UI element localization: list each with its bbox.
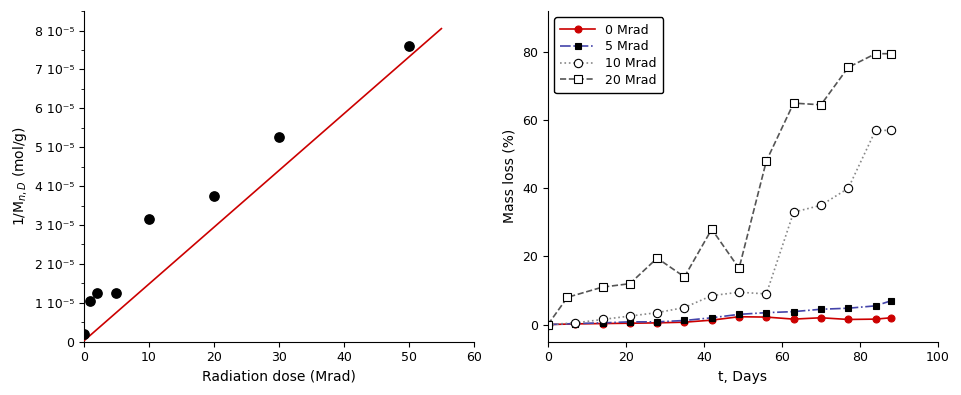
Y-axis label: 1/M$_{n,D}$ (mol/g): 1/M$_{n,D}$ (mol/g) xyxy=(12,126,29,226)
10 Mrad xyxy=(733,290,745,295)
X-axis label: t, Days: t, Days xyxy=(719,370,768,384)
20 Mrad xyxy=(815,102,826,107)
Point xyxy=(207,193,222,199)
10 Mrad xyxy=(597,317,608,322)
20 Mrad xyxy=(542,322,554,327)
0 Mrad xyxy=(760,315,772,320)
10 Mrad xyxy=(542,322,554,327)
10 Mrad xyxy=(788,210,800,214)
5 Mrad xyxy=(885,298,897,303)
5 Mrad xyxy=(706,315,718,320)
Point xyxy=(89,290,105,296)
Line: 5 Mrad: 5 Mrad xyxy=(545,297,895,328)
Point xyxy=(401,43,416,49)
5 Mrad xyxy=(678,318,690,323)
5 Mrad xyxy=(624,320,635,324)
0 Mrad xyxy=(652,320,663,325)
20 Mrad xyxy=(760,159,772,164)
5 Mrad xyxy=(542,322,554,327)
20 Mrad xyxy=(706,227,718,231)
10 Mrad xyxy=(624,314,635,318)
0 Mrad xyxy=(624,321,635,325)
20 Mrad xyxy=(597,285,608,290)
0 Mrad xyxy=(542,322,554,327)
5 Mrad xyxy=(815,307,826,312)
20 Mrad xyxy=(733,266,745,271)
Y-axis label: Mass loss (%): Mass loss (%) xyxy=(503,129,517,224)
0 Mrad xyxy=(870,317,881,322)
20 Mrad xyxy=(561,295,573,300)
5 Mrad xyxy=(843,306,854,310)
5 Mrad xyxy=(870,303,881,308)
10 Mrad xyxy=(652,310,663,315)
Legend: 0 Mrad, 5 Mrad, 10 Mrad, 20 Mrad: 0 Mrad, 5 Mrad, 10 Mrad, 20 Mrad xyxy=(554,17,663,93)
10 Mrad xyxy=(760,292,772,296)
20 Mrad xyxy=(885,51,897,56)
0 Mrad xyxy=(678,320,690,325)
10 Mrad xyxy=(843,186,854,191)
0 Mrad xyxy=(597,321,608,326)
5 Mrad xyxy=(760,310,772,315)
Point xyxy=(83,297,98,304)
X-axis label: Radiation dose (Mrad): Radiation dose (Mrad) xyxy=(202,370,356,384)
0 Mrad xyxy=(733,314,745,319)
20 Mrad xyxy=(624,281,635,286)
5 Mrad xyxy=(570,321,581,326)
Line: 0 Mrad: 0 Mrad xyxy=(545,313,895,328)
10 Mrad xyxy=(706,293,718,298)
20 Mrad xyxy=(788,101,800,105)
0 Mrad xyxy=(843,317,854,322)
0 Mrad xyxy=(706,318,718,322)
Point xyxy=(76,331,91,337)
Line: 20 Mrad: 20 Mrad xyxy=(544,49,896,329)
Line: 10 Mrad: 10 Mrad xyxy=(544,126,896,329)
5 Mrad xyxy=(652,320,663,324)
5 Mrad xyxy=(733,312,745,317)
0 Mrad xyxy=(815,315,826,320)
20 Mrad xyxy=(678,275,690,279)
0 Mrad xyxy=(885,315,897,320)
Point xyxy=(271,134,286,141)
Point xyxy=(109,290,124,296)
0 Mrad xyxy=(570,322,581,326)
5 Mrad xyxy=(597,320,608,325)
20 Mrad xyxy=(870,51,881,56)
10 Mrad xyxy=(570,320,581,325)
Point xyxy=(141,216,157,222)
10 Mrad xyxy=(870,128,881,133)
0 Mrad xyxy=(788,317,800,322)
10 Mrad xyxy=(885,128,897,133)
20 Mrad xyxy=(843,65,854,70)
10 Mrad xyxy=(815,203,826,208)
20 Mrad xyxy=(652,256,663,261)
5 Mrad xyxy=(788,309,800,314)
10 Mrad xyxy=(678,305,690,310)
